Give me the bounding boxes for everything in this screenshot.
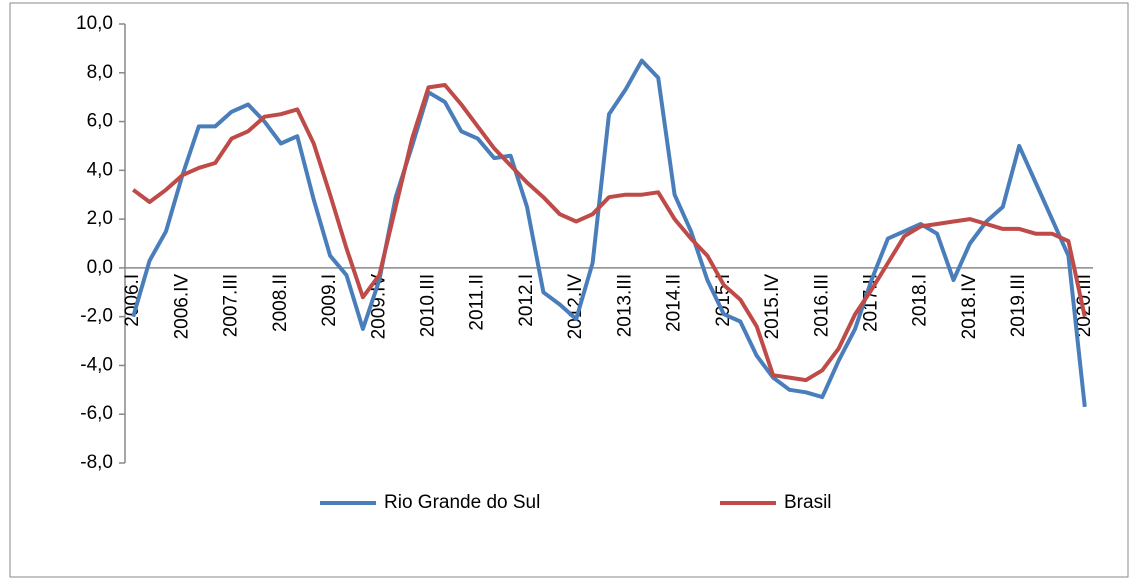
x-tick-label: 2012.IV <box>565 274 586 340</box>
y-tick-label: -6,0 <box>80 403 113 424</box>
y-tick-label: 2,0 <box>87 208 113 229</box>
x-tick-label: 2009.IV <box>368 274 389 340</box>
series-line <box>131 58 1087 408</box>
x-tick-label: 2012.I <box>516 274 537 327</box>
legend-label: Brasil <box>784 492 832 513</box>
x-tick-label: 2006.IV <box>171 274 192 340</box>
x-tick-label: 2010.III <box>418 274 439 337</box>
y-tick-label: 0,0 <box>87 257 113 278</box>
x-tick-label: 2015.IV <box>762 274 783 340</box>
x-tick-label: 2013.III <box>614 274 635 337</box>
x-tick-label: 2018.IV <box>959 274 980 340</box>
y-tick-label: 6,0 <box>87 111 113 132</box>
x-tick-label: 2018.I <box>910 274 931 327</box>
x-tick-label: 2014.II <box>664 274 685 332</box>
y-tick-label: 8,0 <box>87 62 113 83</box>
x-tick-label: 2011.II <box>467 274 488 331</box>
x-tick-label: 2006.I <box>122 274 143 327</box>
x-tick-label: 2007.III <box>221 274 242 337</box>
chart-frame <box>9 2 1129 578</box>
legend-label: Rio Grande do Sul <box>384 492 540 513</box>
y-tick-label: -4,0 <box>80 354 113 375</box>
series-line <box>132 83 1087 383</box>
y-tick-label: -2,0 <box>80 306 113 327</box>
x-tick-label: 2016.III <box>811 274 832 337</box>
y-tick-label: -8,0 <box>80 452 113 473</box>
y-tick-label: 4,0 <box>87 159 113 180</box>
x-tick-label: 2009.I <box>319 274 340 327</box>
y-tick-label: 10,0 <box>76 13 113 34</box>
x-tick-label: 2008.II <box>270 274 291 332</box>
x-tick-label: 2017.II <box>861 274 882 332</box>
x-tick-label: 2019.III <box>1008 274 1029 337</box>
